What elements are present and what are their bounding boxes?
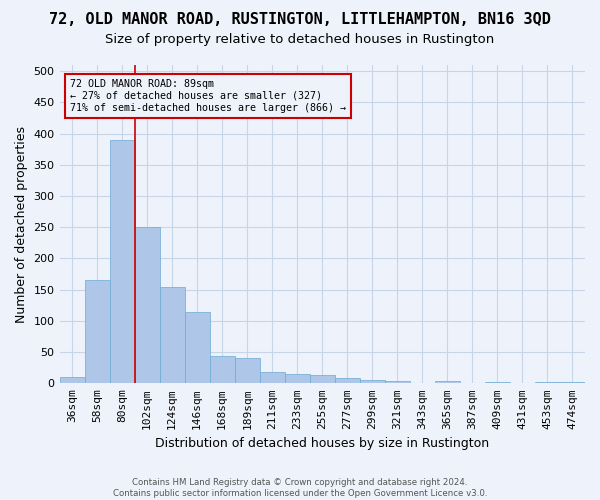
Y-axis label: Number of detached properties: Number of detached properties bbox=[15, 126, 28, 322]
Bar bbox=[235, 358, 260, 384]
X-axis label: Distribution of detached houses by size in Rustington: Distribution of detached houses by size … bbox=[155, 437, 490, 450]
Bar bbox=[134, 228, 160, 384]
Bar bbox=[435, 382, 460, 384]
Bar bbox=[260, 372, 285, 384]
Bar bbox=[535, 382, 560, 384]
Bar bbox=[85, 280, 110, 384]
Bar bbox=[310, 375, 335, 384]
Bar bbox=[360, 380, 385, 384]
Text: 72, OLD MANOR ROAD, RUSTINGTON, LITTLEHAMPTON, BN16 3QD: 72, OLD MANOR ROAD, RUSTINGTON, LITTLEHA… bbox=[49, 12, 551, 28]
Bar bbox=[485, 382, 510, 384]
Text: Size of property relative to detached houses in Rustington: Size of property relative to detached ho… bbox=[106, 32, 494, 46]
Bar bbox=[285, 374, 310, 384]
Text: Contains HM Land Registry data © Crown copyright and database right 2024.
Contai: Contains HM Land Registry data © Crown c… bbox=[113, 478, 487, 498]
Bar bbox=[59, 377, 85, 384]
Bar bbox=[110, 140, 134, 384]
Bar bbox=[209, 356, 235, 384]
Bar bbox=[185, 312, 209, 384]
Bar bbox=[560, 382, 585, 384]
Bar bbox=[385, 382, 410, 384]
Text: 72 OLD MANOR ROAD: 89sqm
← 27% of detached houses are smaller (327)
71% of semi-: 72 OLD MANOR ROAD: 89sqm ← 27% of detach… bbox=[70, 80, 346, 112]
Bar bbox=[335, 378, 360, 384]
Bar bbox=[160, 286, 185, 384]
